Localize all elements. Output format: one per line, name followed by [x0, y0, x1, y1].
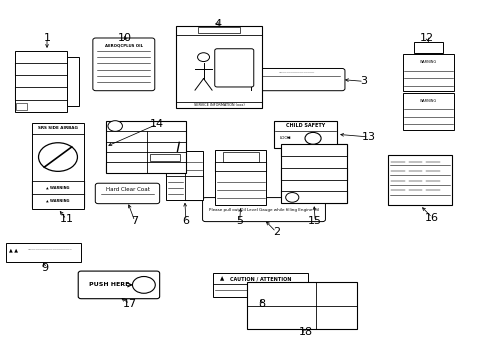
- Bar: [387, 155, 451, 205]
- Circle shape: [305, 132, 321, 144]
- Bar: [16, 103, 27, 110]
- Circle shape: [39, 143, 77, 171]
- Bar: [15, 51, 67, 112]
- Text: ▲ ▲: ▲ ▲: [9, 247, 18, 252]
- Text: AEROQCPLUS OIL: AEROQCPLUS OIL: [104, 44, 142, 48]
- Text: 1: 1: [43, 33, 50, 43]
- Text: 11: 11: [60, 215, 73, 224]
- Text: 14: 14: [149, 120, 163, 129]
- Bar: [32, 123, 83, 209]
- Circle shape: [197, 53, 209, 62]
- Circle shape: [132, 276, 155, 293]
- Text: Please pull out Oil Level Gauge while filling Engine Oil: Please pull out Oil Level Gauge while fi…: [208, 208, 318, 212]
- Bar: [197, 27, 240, 33]
- Text: 18: 18: [298, 327, 312, 337]
- Bar: [215, 149, 266, 205]
- Text: ─────────────────────: ─────────────────────: [27, 248, 71, 252]
- Text: 4: 4: [214, 19, 221, 29]
- Text: Hard Clear Coat: Hard Clear Coat: [105, 187, 149, 192]
- FancyBboxPatch shape: [95, 183, 159, 204]
- Text: 13: 13: [361, 132, 375, 142]
- Text: 9: 9: [41, 263, 48, 273]
- Text: 10: 10: [118, 33, 132, 43]
- Text: SRS SIDE AIRBAG: SRS SIDE AIRBAG: [38, 126, 78, 130]
- Text: CHILD SAFETY: CHILD SAFETY: [285, 123, 325, 128]
- Bar: [414, 42, 442, 53]
- Bar: [402, 54, 453, 91]
- Bar: [281, 144, 346, 203]
- Bar: [246, 282, 356, 329]
- Bar: [402, 93, 453, 130]
- Text: 3: 3: [360, 76, 366, 86]
- Text: 8: 8: [258, 299, 264, 309]
- Bar: [149, 154, 180, 161]
- Text: 5: 5: [236, 216, 243, 226]
- Bar: [67, 57, 79, 106]
- Text: CAUTION / ATTENTION: CAUTION / ATTENTION: [229, 276, 290, 281]
- Bar: [273, 121, 336, 148]
- Bar: [223, 152, 258, 162]
- Circle shape: [108, 121, 122, 131]
- Text: ▲: ▲: [220, 276, 224, 281]
- Bar: [5, 243, 81, 262]
- Text: 7: 7: [131, 216, 138, 226]
- Text: WARNING: WARNING: [419, 99, 436, 103]
- Bar: [105, 121, 185, 173]
- Bar: [166, 151, 203, 200]
- Bar: [212, 273, 307, 297]
- Text: 2: 2: [272, 227, 279, 237]
- Text: ─────────────────: ─────────────────: [277, 71, 313, 75]
- FancyBboxPatch shape: [202, 198, 325, 222]
- Text: 17: 17: [122, 299, 137, 309]
- FancyBboxPatch shape: [78, 271, 159, 299]
- Text: PUSH HERE: PUSH HERE: [89, 282, 129, 287]
- Text: 12: 12: [419, 33, 433, 43]
- FancyBboxPatch shape: [246, 68, 344, 91]
- Text: ▲ WARNING: ▲ WARNING: [46, 198, 70, 203]
- Text: 6: 6: [182, 216, 189, 226]
- Circle shape: [285, 193, 298, 202]
- Text: SERVICE INFORMATION (xxx): SERVICE INFORMATION (xxx): [193, 103, 244, 107]
- FancyBboxPatch shape: [214, 49, 253, 87]
- Text: ◄: ◄: [285, 135, 290, 140]
- Text: ▲ WARNING: ▲ WARNING: [46, 186, 70, 190]
- Text: LOCK: LOCK: [279, 135, 290, 140]
- Bar: [176, 26, 261, 108]
- Text: 15: 15: [307, 216, 322, 226]
- Text: WARNING: WARNING: [419, 60, 436, 64]
- FancyBboxPatch shape: [93, 38, 155, 91]
- Text: 16: 16: [425, 213, 438, 222]
